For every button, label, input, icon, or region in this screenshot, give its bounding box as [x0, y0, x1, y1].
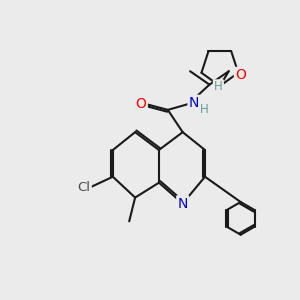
Text: Cl: Cl	[77, 181, 91, 194]
Text: O: O	[235, 68, 246, 82]
Text: N: N	[178, 196, 188, 211]
Text: O: O	[136, 97, 146, 111]
Text: H: H	[200, 103, 208, 116]
Text: N: N	[189, 96, 199, 110]
Text: H: H	[214, 80, 223, 94]
